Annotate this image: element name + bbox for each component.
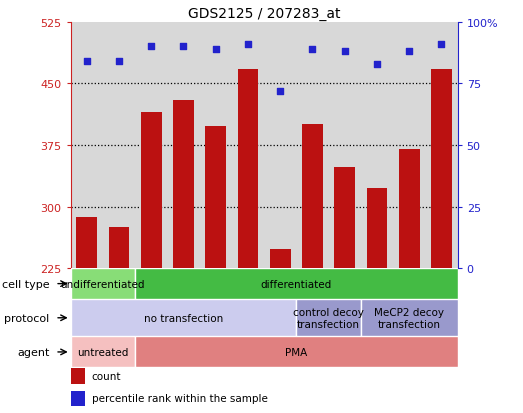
Bar [108, 228, 130, 268]
Point [405, 49, 413, 55]
Bar [237, 69, 258, 268]
Text: percentile rank within the sample: percentile rank within the sample [92, 393, 267, 403]
Point [276, 88, 285, 95]
Point [373, 61, 381, 68]
Point [211, 46, 220, 53]
Bar [297, 299, 361, 337]
Bar [334, 168, 355, 268]
Bar [135, 337, 458, 368]
Text: cell type: cell type [2, 279, 50, 289]
Bar [135, 268, 458, 299]
Point [83, 59, 91, 65]
Bar [71, 299, 297, 337]
Text: agent: agent [17, 347, 50, 357]
Point [437, 42, 446, 48]
Bar [399, 150, 420, 268]
Text: GDS2125 / 207283_at: GDS2125 / 207283_at [188, 7, 340, 21]
Bar [302, 125, 323, 268]
Bar [431, 69, 452, 268]
Point [179, 44, 188, 50]
Text: differentiated: differentiated [261, 279, 332, 289]
Bar [76, 218, 97, 268]
Text: count: count [92, 371, 121, 381]
Bar [141, 113, 162, 268]
Point [340, 49, 349, 55]
Bar [71, 391, 85, 406]
Bar [173, 100, 194, 268]
Bar [270, 249, 291, 268]
Text: control decoy
transfection: control decoy transfection [293, 307, 364, 329]
Bar [205, 127, 226, 268]
Point [147, 44, 155, 50]
Text: protocol: protocol [4, 313, 50, 323]
Text: MeCP2 decoy
transfection: MeCP2 decoy transfection [374, 307, 444, 329]
Text: undifferentiated: undifferentiated [61, 279, 145, 289]
Bar [71, 368, 85, 384]
Point [115, 59, 123, 65]
Bar [367, 188, 388, 268]
Point [309, 46, 317, 53]
Text: PMA: PMA [285, 347, 308, 357]
Bar [361, 299, 458, 337]
Text: no transfection: no transfection [144, 313, 223, 323]
Text: untreated: untreated [77, 347, 129, 357]
Bar [71, 268, 135, 299]
Bar [71, 337, 135, 368]
Point [244, 42, 252, 48]
